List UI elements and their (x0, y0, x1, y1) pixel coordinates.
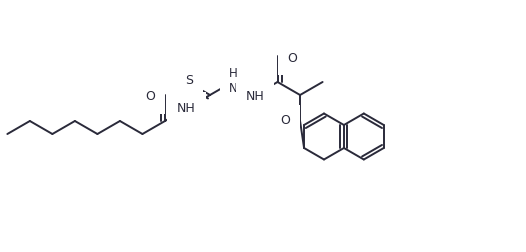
Text: S: S (186, 74, 194, 86)
Text: O: O (288, 51, 297, 65)
Text: O: O (280, 114, 290, 128)
Text: NH: NH (246, 89, 265, 103)
Text: O: O (145, 90, 155, 104)
Text: H
N: H N (229, 67, 238, 95)
Text: NH: NH (177, 102, 196, 114)
